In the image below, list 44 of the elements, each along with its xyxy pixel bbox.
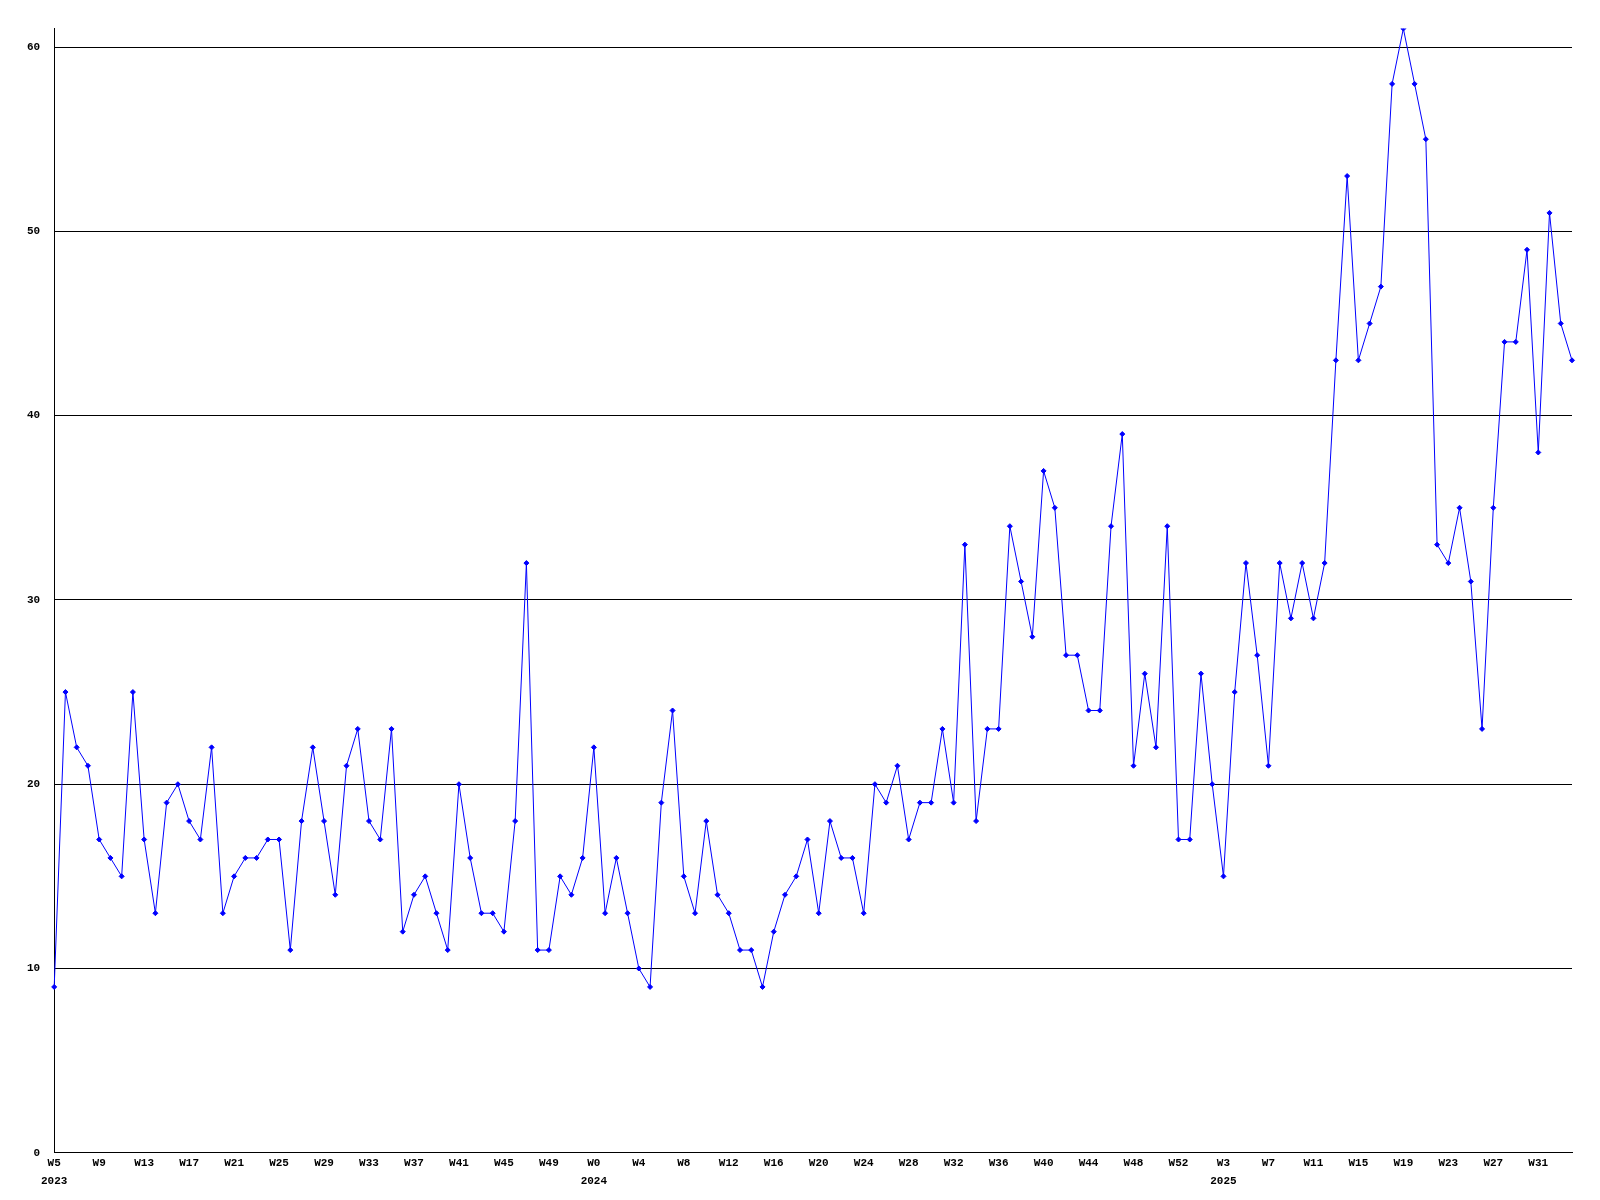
x-tick-label: W27 (1483, 1157, 1504, 1170)
text: 2023 (41, 1175, 68, 1188)
x-tick-label: W15 (1348, 1157, 1369, 1170)
x-tick-label: W29 (314, 1157, 334, 1170)
x-tick-label: W23 (1438, 1157, 1459, 1170)
x-tick-label: W0 (587, 1157, 601, 1170)
x-tick-label: W9 (92, 1157, 106, 1170)
x-tick-label: W45 (494, 1157, 515, 1170)
x-tick-label: W3 (1216, 1157, 1231, 1170)
x-tick-label: W20 (808, 1157, 829, 1170)
x-tick-label: W28 (898, 1157, 919, 1170)
x-tick-label: W13 (134, 1157, 155, 1170)
x-tick-label: W4 (632, 1157, 646, 1170)
x-tick-label: W25 (269, 1157, 290, 1170)
x-tick-label: W37 (404, 1157, 424, 1170)
y-tick-label: 10 (27, 962, 41, 975)
x-tick-label: W21 (224, 1157, 245, 1170)
y-tick-label: 40 (27, 409, 41, 422)
x-tick-label: W33 (359, 1157, 380, 1170)
x-tick-label: W16 (763, 1157, 784, 1170)
x-tick-label: W49 (538, 1157, 559, 1170)
x-tick-label: W41 (449, 1157, 470, 1170)
x-tick-label: W7 (1261, 1157, 1276, 1170)
y-tick-label: 60 (27, 40, 41, 53)
x-tick-label: W19 (1393, 1157, 1414, 1170)
x-tick-label: W11 (1303, 1157, 1324, 1170)
text: 2024 (580, 1175, 608, 1188)
x-tick-label: W8 (677, 1157, 691, 1170)
x-tick-label: W48 (1123, 1157, 1144, 1170)
y-tick-label: 0 (33, 1146, 41, 1159)
x-tick-label: W36 (988, 1157, 1009, 1170)
x-tick-label: W32 (943, 1157, 964, 1170)
text: 2025 (1210, 1175, 1238, 1188)
y-tick-label: 50 (27, 225, 41, 238)
x-tick-label: W12 (718, 1157, 739, 1170)
x-tick-label: W52 (1168, 1157, 1189, 1170)
x-tick-label: W5 (47, 1157, 62, 1170)
x-tick-label: W40 (1033, 1157, 1054, 1170)
x-tick-label: W44 (1078, 1157, 1099, 1170)
x-tick-label: W24 (853, 1157, 874, 1170)
x-tick-label: W17 (179, 1157, 200, 1170)
x-tick-label: W31 (1528, 1157, 1549, 1170)
y-tick-label: 20 (27, 777, 41, 790)
y-tick-label: 30 (27, 593, 41, 606)
